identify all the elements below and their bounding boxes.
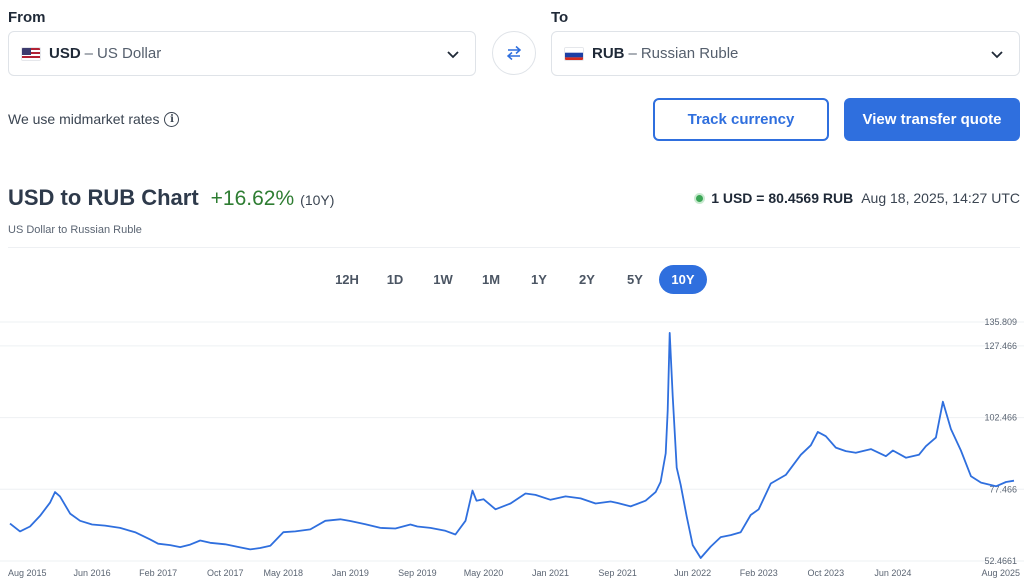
x-tick-label: Sep 2019 xyxy=(398,568,437,578)
rate-timestamp: Aug 18, 2025, 14:27 UTC xyxy=(861,190,1020,206)
to-currency-name: Russian Ruble xyxy=(640,45,739,62)
to-label: To xyxy=(551,9,569,26)
to-currency-sep: – xyxy=(628,45,637,62)
live-status-icon xyxy=(694,192,706,204)
current-rate: 1 USD = 80.4569 RUB xyxy=(711,190,854,206)
y-tick-label: 52.4661 xyxy=(984,556,1017,566)
change-percent: +16.62% xyxy=(210,187,295,210)
midmarket-rates-text: We use midmarket rates xyxy=(8,111,160,127)
period-selector: 12H 1D 1W 1M 1Y 2Y 5Y 10Y xyxy=(323,265,707,294)
y-tick-label: 77.466 xyxy=(989,484,1017,494)
to-currency-code: RUB xyxy=(592,45,625,62)
chart-subtitle: US Dollar to Russian Ruble xyxy=(8,224,142,236)
from-currency-sep: – xyxy=(84,45,94,62)
period-tab-10y[interactable]: 10Y xyxy=(659,265,707,294)
chevron-down-icon xyxy=(447,51,459,59)
x-tick-label: Jan 2021 xyxy=(532,568,569,578)
live-rate: 1 USD = 80.4569 RUB Aug 18, 2025, 14:27 … xyxy=(694,190,1020,206)
from-label: From xyxy=(8,9,46,26)
swap-arrows-icon xyxy=(506,45,522,61)
x-tick-label: Aug 2015 xyxy=(8,568,47,578)
period-tab-12h[interactable]: 12H xyxy=(335,272,359,287)
x-tick-label: Sep 2021 xyxy=(598,568,637,578)
x-tick-label: Oct 2017 xyxy=(207,568,244,578)
view-transfer-quote-button[interactable]: View transfer quote xyxy=(844,98,1020,141)
track-currency-button[interactable]: Track currency xyxy=(653,98,829,141)
chart-header: USD to RUB Chart +16.62% (10Y) xyxy=(8,185,334,211)
change-period: (10Y) xyxy=(300,192,335,208)
x-tick-label: Feb 2023 xyxy=(740,568,778,578)
x-tick-label: Jun 2016 xyxy=(74,568,111,578)
rate-line xyxy=(9,332,1015,559)
midmarket-rates-note: We use midmarket rates i xyxy=(8,111,180,127)
y-tick-label: 127.466 xyxy=(984,341,1017,351)
x-tick-label: Oct 2023 xyxy=(808,568,845,578)
chevron-down-icon xyxy=(991,51,1003,59)
period-tab-5y[interactable]: 5Y xyxy=(627,272,643,287)
x-tick-label: Jun 2022 xyxy=(674,568,711,578)
divider xyxy=(8,247,1020,248)
swap-currencies-button[interactable] xyxy=(492,31,536,75)
chart-title: USD to RUB Chart xyxy=(8,185,199,210)
y-tick-label: 102.466 xyxy=(984,413,1017,423)
y-tick-label: 135.809 xyxy=(984,317,1017,327)
period-tab-1w[interactable]: 1W xyxy=(433,272,453,287)
x-tick-label: Aug 2025 xyxy=(981,568,1020,578)
from-currency-name: US Dollar xyxy=(97,45,162,62)
period-tab-1y[interactable]: 1Y xyxy=(531,272,547,287)
to-currency-select[interactable]: RUB – Russian Ruble xyxy=(551,31,1020,76)
x-tick-label: May 2020 xyxy=(464,568,504,578)
x-axis-ticks: Aug 2015 Jun 2016 Feb 2017 Oct 2017 May 2018… xyxy=(8,568,1020,578)
from-currency-code: USD xyxy=(49,45,81,62)
period-tab-1d[interactable]: 1D xyxy=(386,272,404,287)
info-icon[interactable]: i xyxy=(164,111,180,127)
y-axis-ticks: 135.809 127.466 102.466 77.466 52.4661 xyxy=(984,317,1017,566)
us-flag-icon xyxy=(21,46,41,61)
x-tick-label: Jan 2019 xyxy=(332,568,369,578)
russia-flag-icon xyxy=(564,46,584,61)
period-tab-1m[interactable]: 1M xyxy=(481,272,501,287)
rate-chart: 135.809 127.466 102.466 77.466 52.4661 Aug 2… xyxy=(0,317,1024,578)
x-tick-label: Jun 2024 xyxy=(874,568,911,578)
x-tick-label: May 2018 xyxy=(264,568,304,578)
from-currency-select[interactable]: USD – US Dollar xyxy=(8,31,476,76)
x-tick-label: Feb 2017 xyxy=(139,568,177,578)
chart-grid xyxy=(0,321,1024,562)
period-tab-2y[interactable]: 2Y xyxy=(579,272,595,287)
